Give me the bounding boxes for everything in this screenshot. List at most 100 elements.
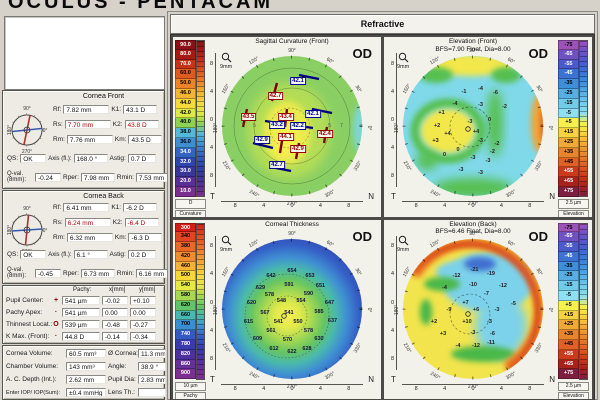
cb-astig-label: Astig: xyxy=(109,251,126,258)
ac-depth-value: 2.62 mm xyxy=(66,375,106,384)
lens-th-field[interactable] xyxy=(138,388,166,397)
cb-rf-label: Rf: xyxy=(53,204,62,211)
kmax-x: -0.14 xyxy=(102,332,128,341)
svg-text:90°: 90° xyxy=(23,206,31,212)
magnifier-icon: 9mm xyxy=(220,235,232,253)
elevation-back-annotations: -12 -21 -19 -4 -10 -12 -7 +7 -9 +6 -3 -5 +2 +10 -3 +3 -3… xyxy=(393,230,553,390)
cb-astig-value: 0.2 D xyxy=(127,250,156,259)
elevation-color-scale: -75 -65 -55 -45 -35 -25 -15 -5 +5 +15 +25 +35 +45 +55… xyxy=(558,40,590,217)
map-sagittal-curvature[interactable]: Sagittal Curvature (Front) OD 9mm 90.0 80… xyxy=(173,37,381,217)
cf-rmin-value: 7.53 mm xyxy=(135,172,170,182)
pachy-row-apex: Pachy Apex: · 541 µm 0.00 0.00 xyxy=(6,308,156,317)
cf-rper-label: Rper: xyxy=(63,173,79,181)
cb-km-label: Km: xyxy=(114,234,127,241)
pachy-apex-label: Pachy Apex: xyxy=(6,309,43,316)
svg-text:180°: 180° xyxy=(7,125,13,135)
pachy-row-thinnest: Thinnest Locat.: O 539 µm -0.48 -0.27 xyxy=(6,320,156,329)
lens-th-label: Lens Th.: xyxy=(108,389,135,396)
thickness-map-image xyxy=(221,238,363,379)
thinnest-marker-icon: O xyxy=(53,321,59,328)
cb-row-rs: Rs: 6.24 mm K2: -6.4 D xyxy=(53,218,159,227)
cb-rm-label: Rm: xyxy=(53,234,65,241)
cornea-back-panel: Cornea Back 90° 0° 270° 180° Rf: 6.41 mm… xyxy=(2,190,170,284)
cornea-front-panel: Cornea Front 90° 0° 270° 180° Rf: 7.82 m… xyxy=(2,90,170,189)
eye-label: OD xyxy=(528,228,549,244)
thinnest-y: -0.27 xyxy=(130,320,156,329)
angle-value: 38.9 ° xyxy=(138,362,166,371)
magnifier-icon: 9mm xyxy=(397,52,409,70)
map-title: Sagittal Curvature (Front) xyxy=(255,38,329,45)
eye-label: OD xyxy=(528,46,549,61)
four-maps-grid: Sagittal Curvature (Front) OD 9mm 90.0 80… xyxy=(170,34,595,400)
zoom-label: 9mm xyxy=(220,246,233,253)
enter-iop-label: Enter IOP/ IOP(Sum): xyxy=(6,389,61,396)
cf-row-qs: QS: OK Axis (fl.): 168.0 ° Astig: 0.7 D xyxy=(7,154,156,163)
elevation-front-map-image xyxy=(402,55,544,197)
svg-text:270°: 270° xyxy=(22,149,32,155)
cf-rf-label: Rf: xyxy=(53,106,62,113)
volume-row-acdepth: A. C. Depth (Int.): 2.62 mm Pupil Dia: 2… xyxy=(6,375,166,384)
volume-table: Cornea Volume: 60.5 mm³ Ø Cornea: 11.3 m… xyxy=(2,345,166,400)
cornea-front-axis-icon: 90° 0° 270° 180° xyxy=(7,106,47,155)
pachy-apex-pachy: 541 µm xyxy=(62,308,100,317)
elevation-back-map: -12 -21 -19 -4 -10 -12 -7 +7 -9 +6 -3 -5 +2 +10 -3 +3 -3… xyxy=(391,230,555,392)
eye-label: OD xyxy=(352,46,373,61)
cb-qval-label: Q-val. (8mm): xyxy=(7,267,26,279)
cb-row-rm: Rm: 6.32 mm Km: -6.3 D xyxy=(53,233,163,242)
cb-qs-value: OK xyxy=(20,250,47,259)
cb-rm-value: 6.32 mm xyxy=(66,233,113,242)
cb-km-value: -6.3 D xyxy=(128,233,163,242)
cb-k2-label: K2: xyxy=(112,219,123,226)
temporal-label: T xyxy=(210,374,215,384)
pupil-center-pachy: 541 µm xyxy=(62,296,100,305)
elevation-back-map-image xyxy=(402,238,544,379)
display-frame: Refractive Sagittal Curvature (Front) OD… xyxy=(167,11,598,400)
pachy-apex-marker-icon: · xyxy=(54,309,58,316)
nasal-label: N xyxy=(549,192,555,201)
kmax-label: K Max. (Front): xyxy=(6,333,50,340)
cf-km-value: 43.5 D xyxy=(128,135,163,144)
cb-k2-value: -6.4 D xyxy=(124,218,159,227)
magnifier-icon: 9mm xyxy=(220,52,232,70)
magnifier-icon: 9mm xyxy=(397,235,409,253)
cornea-front-title: Cornea Front xyxy=(82,93,125,100)
pachy-row-pupil-center: Pupil Center: + 541 µm -0.02 +0.10 xyxy=(6,296,156,305)
map-corneal-thickness[interactable]: Corneal Thickness OD 9mm 300 340 380 420 460… xyxy=(173,219,381,399)
map-elevation-back[interactable]: Elevation (Back) BFS=6.46 Float, Dia=8.00… xyxy=(384,219,592,399)
kmax-marker-icon: · xyxy=(54,333,58,340)
zoom-label: 9mm xyxy=(397,246,410,253)
cb-row-rf: Rf: 6.41 mm K1: -6.2 D xyxy=(53,203,158,212)
pupil-dia-value: 2.83 mm xyxy=(138,375,166,384)
cf-axis-label: Axis (fl.): xyxy=(48,155,72,162)
cornea-volume-value: 60.5 mm³ xyxy=(66,349,106,358)
volume-row-iop: Enter IOP/ IOP(Sum): ±0.4 mmHg Lens Th.: xyxy=(6,388,166,397)
cf-rmin-label: Rmin: xyxy=(116,173,134,181)
tab-refractive[interactable]: Refractive xyxy=(170,14,595,34)
cf-rs-value: 7.70 mm xyxy=(64,120,111,129)
sagittal-annotations: 42.1 42.7 43.5 42.1 43.4 43.2 42.2 44.1 42.9 42.4… xyxy=(212,48,372,207)
cornea-dia-label: Ø Cornea: xyxy=(108,350,138,357)
cf-astig-label: Astig: xyxy=(109,155,126,162)
cb-rs-label: Rs: xyxy=(53,219,63,226)
map-title: Elevation (Front) BFS=7.90 Float, Dia=8.0… xyxy=(435,38,511,53)
window-title: OCULUS - PENTACAM xyxy=(8,0,274,13)
cf-k1-value: 43.1 D xyxy=(123,105,158,114)
cornea-dia-value: 11.3 mm xyxy=(138,349,166,358)
map-title: Elevation (Back) BFS=6.46 Float, Dia=8.00 xyxy=(435,220,511,236)
svg-text:0°: 0° xyxy=(43,228,48,234)
enter-iop-field[interactable]: ±0.4 mmHg xyxy=(66,388,106,397)
pachy-color-scale: 300 340 380 420 460 500 540 580 620 660 700 740 780 8… xyxy=(175,222,207,399)
cb-rmin-label: Rmin: xyxy=(116,269,134,277)
map-elevation-front[interactable]: Elevation (Front) BFS=7.90 Float, Dia=8.0… xyxy=(384,37,592,217)
pupil-center-x: -0.02 xyxy=(102,296,128,305)
temporal-label: T xyxy=(210,192,215,201)
cf-row-rf: Rf: 7.82 mm K1: 43.1 D xyxy=(53,105,158,114)
cb-rs-value: 6.24 mm xyxy=(64,218,111,227)
